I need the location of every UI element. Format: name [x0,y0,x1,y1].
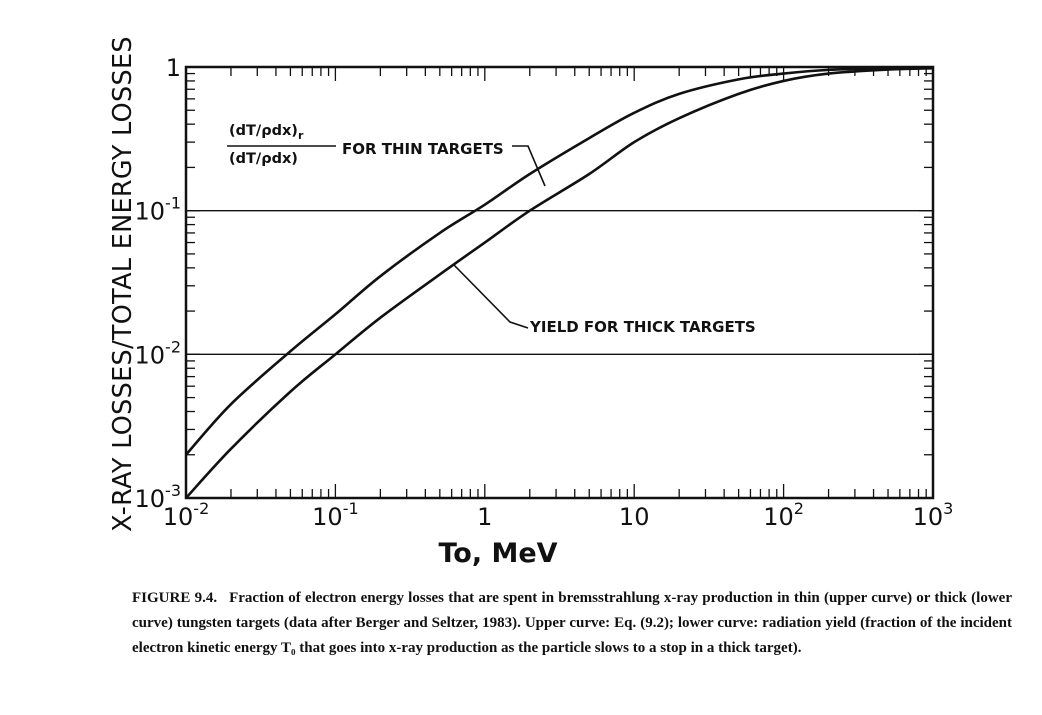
figure-caption: FIGURE 9.4. Fraction of electron energy l… [132,586,1012,661]
caption-text: Fraction of electron energy losses that … [132,590,1012,656]
x-axis-label: To, MeV [438,538,557,569]
thin-target-leader [512,145,546,187]
y-tick-label: 10-2 [135,337,182,369]
thick-target-label: YIELD FOR THICK TARGETS [529,318,756,336]
tick-marks [185,67,933,499]
y-tick-label: 10-3 [135,481,182,513]
thin-fraction-numerator: (dT/ρdx)r [229,123,304,142]
x-tick-label: 1 [477,503,492,531]
x-tick-label: 10 [619,503,650,531]
grid [186,209,933,356]
x-tick-label: 102 [763,499,804,531]
thick-target-curve [185,66,934,499]
y-tick-label: 1 [166,54,181,82]
x-tick-label: 10-2 [163,499,210,531]
thin-fraction-denominator: (dT/ρdx) [229,151,298,167]
thin-target-label: FOR THIN TARGETS [342,140,504,158]
figure-number: FIGURE 9.4. [132,590,218,606]
plot-frame [184,65,935,500]
x-tick-label: 10-1 [312,499,359,531]
x-tick-label: 103 [913,499,954,531]
thick-target-leader [453,264,529,329]
curves [185,66,934,499]
y-axis-label: X-RAY LOSSES/TOTAL ENERGY LOSSES [108,36,138,532]
y-tick-label: 10-1 [135,194,182,226]
thin-target-curve [185,66,934,456]
